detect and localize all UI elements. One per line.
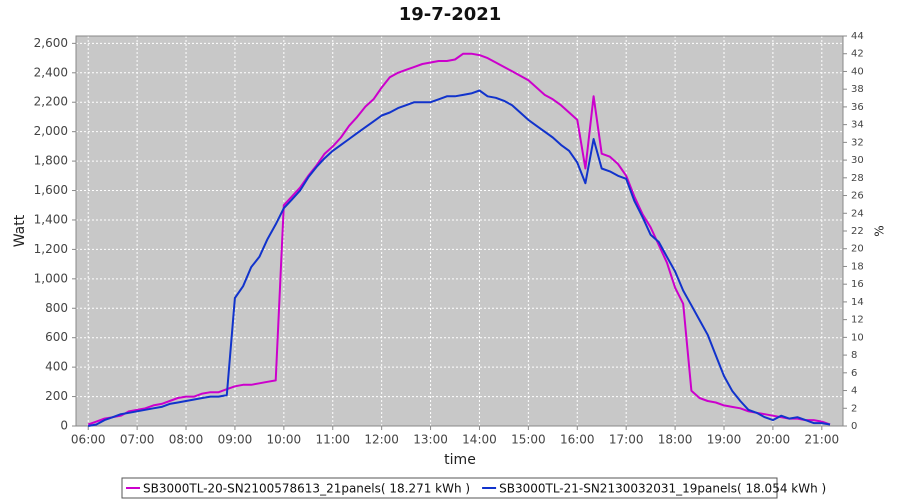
y-tick-label: 0 <box>60 419 68 433</box>
y2-tick-label: 0 <box>851 421 857 432</box>
y2-tick-label: 20 <box>851 244 864 255</box>
x-tick-label: 11:00 <box>315 433 350 447</box>
x-tick-label: 16:00 <box>560 433 595 447</box>
y2-tick-label: 28 <box>851 173 864 184</box>
y2-tick-label: 10 <box>851 332 864 343</box>
legend-label: SB3000TL-21-SN2130032031_19panels( 18.05… <box>499 482 826 496</box>
y-tick-label: 2,400 <box>34 65 68 79</box>
x-tick-label: 17:00 <box>609 433 644 447</box>
series-line <box>88 89 831 427</box>
plot-border <box>75 35 844 427</box>
y2-tick-label: 40 <box>851 66 864 77</box>
legend-label: SB3000TL-20-SN2100578613_21panels( 18.27… <box>143 482 470 496</box>
y-tick-label: 1,000 <box>34 271 68 285</box>
x-tick-label: 21:00 <box>805 433 840 447</box>
x-axis-label: time <box>444 452 476 468</box>
plot-background <box>76 36 843 426</box>
y2-tick-label: 30 <box>851 155 864 166</box>
y-tick-label: 2,000 <box>34 124 68 138</box>
y-tick-label: 1,400 <box>34 212 68 226</box>
y-tick-label: 2,600 <box>34 36 68 50</box>
y-tick-label: 200 <box>45 389 68 403</box>
y2-axis-label: % <box>873 225 887 236</box>
y-axis-label: Watt <box>12 214 28 247</box>
y2-tick-label: 36 <box>851 102 864 113</box>
x-tick-label: 15:00 <box>511 433 546 447</box>
y2-tick-label: 22 <box>851 226 864 237</box>
y2-tick-label: 26 <box>851 191 864 202</box>
x-tick-label: 10:00 <box>267 433 302 447</box>
x-tick-label: 14:00 <box>462 433 497 447</box>
y2-tick-label: 42 <box>851 49 864 60</box>
y2-tick-label: 8 <box>851 350 857 361</box>
y2-tick-label: 4 <box>851 386 857 397</box>
legend-box <box>121 477 778 499</box>
y2-tick-label: 38 <box>851 84 864 95</box>
y-tick-label: 1,800 <box>34 154 68 168</box>
x-tick-label: 08:00 <box>169 433 204 447</box>
x-tick-label: 07:00 <box>120 433 155 447</box>
y-tick-label: 1,600 <box>34 183 68 197</box>
x-tick-label: 18:00 <box>658 433 693 447</box>
y2-tick-label: 16 <box>851 279 864 290</box>
x-tick-label: 19:00 <box>707 433 742 447</box>
y2-tick-label: 32 <box>851 137 864 148</box>
y2-tick-label: 2 <box>851 403 857 414</box>
x-tick-label: 12:00 <box>364 433 399 447</box>
legend: SB3000TL-20-SN2100578613_21panels( 18.27… <box>126 482 826 496</box>
y2-tick-label: 18 <box>851 261 864 272</box>
y2-tick-label: 34 <box>851 120 864 131</box>
x-tick-label: 20:00 <box>756 433 791 447</box>
y2-tick-label: 24 <box>851 208 864 219</box>
y-tick-label: 400 <box>45 360 68 374</box>
chart-title: 19-7-2021 <box>399 4 502 25</box>
x-tick-label: 13:00 <box>413 433 448 447</box>
x-tick-label: 09:00 <box>218 433 253 447</box>
y2-tick-label: 6 <box>851 368 857 379</box>
y-tick-label: 600 <box>45 330 68 344</box>
y2-tick-label: 14 <box>851 297 864 308</box>
plot-area <box>76 36 843 427</box>
y-tick-label: 1,200 <box>34 242 68 256</box>
y2-tick-label: 44 <box>851 31 864 42</box>
x-tick-label: 06:00 <box>71 433 106 447</box>
series-line <box>87 52 831 426</box>
y-tick-label: 800 <box>45 301 68 315</box>
y-tick-label: 2,200 <box>34 95 68 109</box>
y2-tick-label: 12 <box>851 315 864 326</box>
